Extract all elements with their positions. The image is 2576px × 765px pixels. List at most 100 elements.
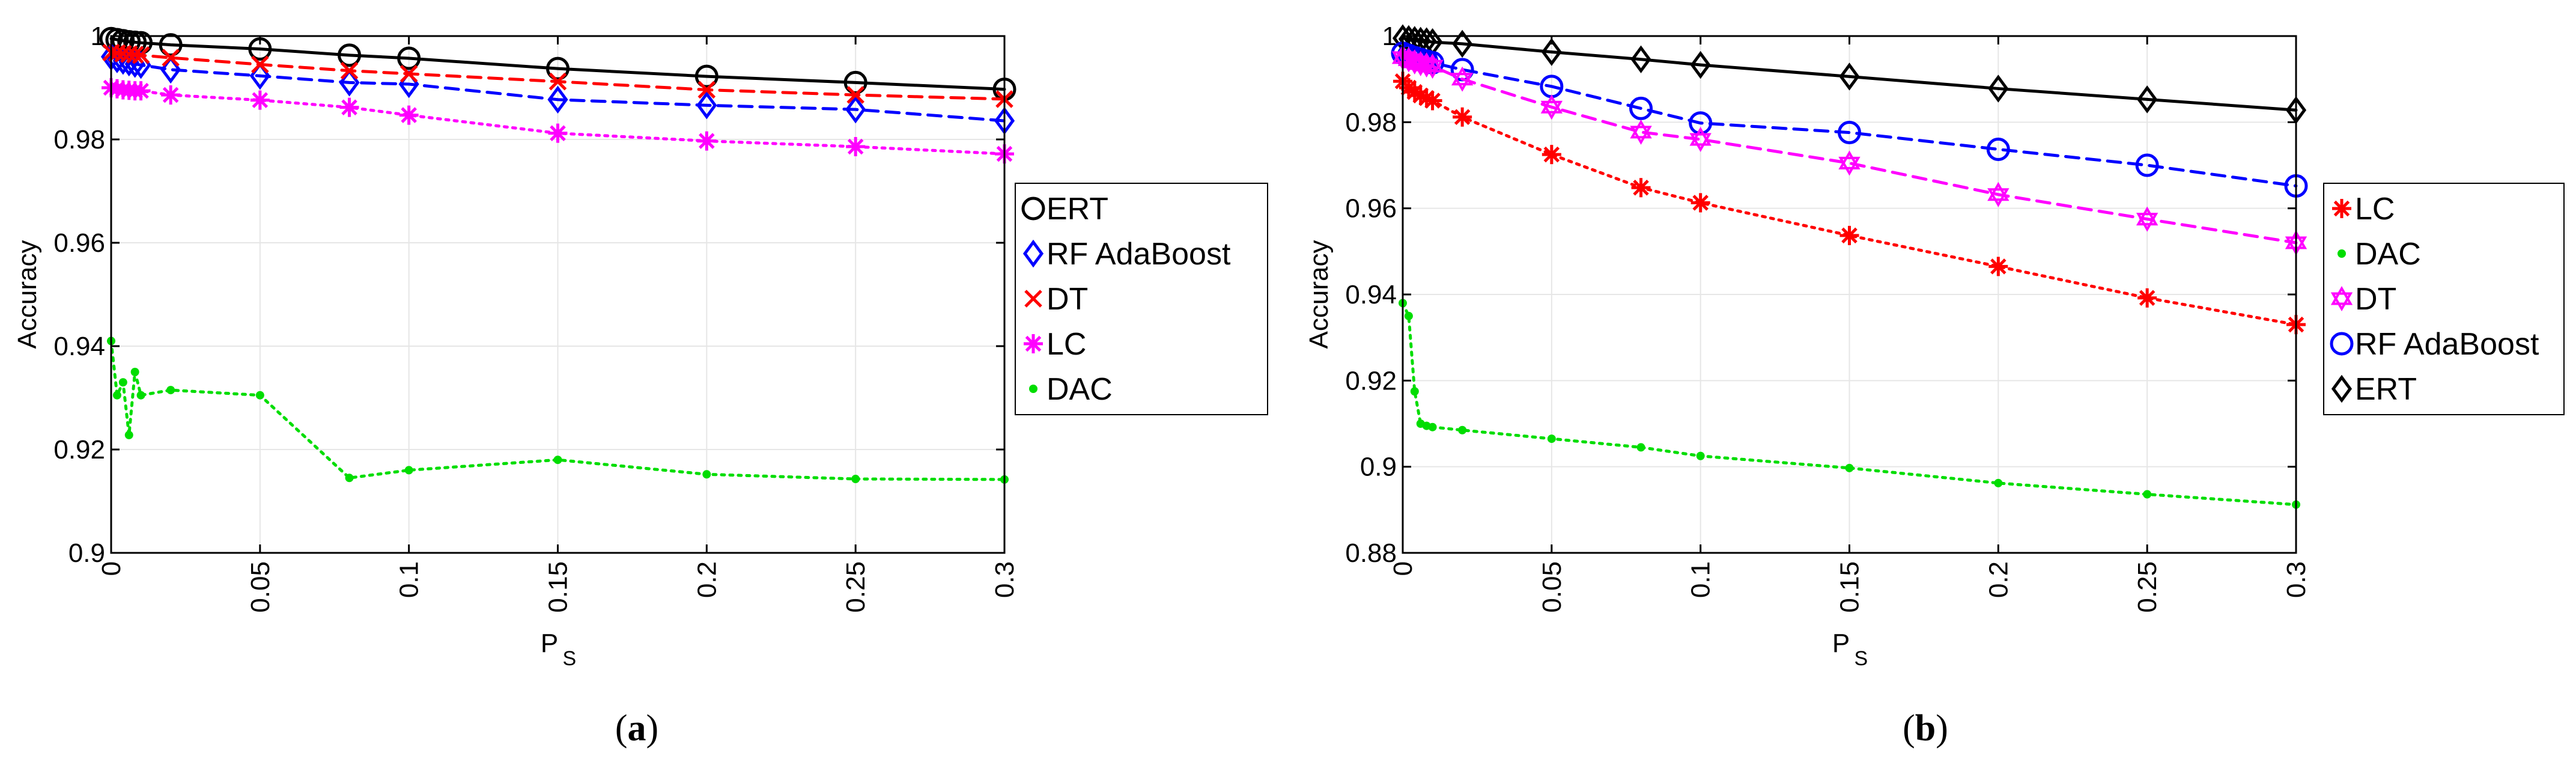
y-tick-label: 1 <box>1382 22 1397 51</box>
data-point <box>553 456 562 465</box>
caption-letter: a <box>628 708 646 749</box>
data-point <box>1452 29 1473 58</box>
data-point <box>1541 38 1562 66</box>
data-point <box>1689 126 1712 153</box>
legend-marker <box>2338 249 2346 258</box>
data-point <box>397 46 421 70</box>
data-point <box>118 378 127 387</box>
data-point <box>399 65 418 83</box>
legend-marker <box>1029 385 1037 393</box>
legend-label: RF AdaBoost <box>1046 237 1231 272</box>
data-point <box>1630 119 1652 145</box>
data-point <box>132 46 150 64</box>
legend-item: RF AdaBoost <box>1022 237 1231 272</box>
legend-label: LC <box>2355 192 2395 227</box>
data-point <box>124 430 133 439</box>
legend-item: RF AdaBoost <box>2330 327 2539 362</box>
data-point <box>1630 45 1651 73</box>
legend-marker <box>2330 332 2354 356</box>
data-point <box>345 474 354 483</box>
y-tick-label: 0.96 <box>53 228 105 258</box>
data-point <box>2135 153 2159 177</box>
star-down-triangle <box>1987 188 2009 207</box>
data-point <box>1404 311 1413 320</box>
data-point <box>1690 193 1710 213</box>
data-point <box>694 64 718 88</box>
series-line <box>1401 301 2298 507</box>
x-tick-label: 0.05 <box>1537 561 1567 613</box>
data-point <box>846 137 866 157</box>
y-tick-label: 0.98 <box>53 125 105 154</box>
y-tick-label: 0.96 <box>1345 194 1397 224</box>
data-point <box>1405 82 1424 102</box>
caption-paren: ) <box>1936 708 1948 749</box>
legend-marker <box>2332 199 2351 218</box>
data-point <box>1987 181 2009 207</box>
subfigure-caption: (a) <box>615 708 658 749</box>
star-up-triangle <box>1838 150 1861 169</box>
data-point <box>1415 52 1438 78</box>
data-point <box>1994 478 2003 487</box>
y-tick-label: 0.94 <box>53 332 105 361</box>
x-axis-label: P <box>1832 629 1850 658</box>
data-point <box>404 466 413 475</box>
star-down-triangle <box>1630 126 1652 145</box>
data-point <box>547 85 568 114</box>
legend-marker <box>1024 334 1043 353</box>
data-point <box>255 391 264 400</box>
star-up-triangle <box>1630 119 1652 139</box>
legend-marker <box>1021 197 1045 221</box>
x-tick-label: 0.2 <box>692 561 721 598</box>
data-point <box>339 69 360 97</box>
y-tick-label: 0.92 <box>1345 366 1397 395</box>
x-axis-label-subscript: S <box>563 647 577 670</box>
caption-paren: ( <box>1903 708 1915 749</box>
star-up-triangle <box>1421 53 1444 73</box>
legend-item: LC <box>1024 327 1086 362</box>
x-tick-label: 0 <box>1388 561 1418 576</box>
y-tick-label: 0.88 <box>1345 538 1397 568</box>
legend-item: LC <box>2332 192 2395 227</box>
legend-item: DAC <box>1029 372 1113 407</box>
data-point <box>1988 257 2008 276</box>
data-point <box>1410 387 1419 396</box>
data-point <box>112 391 121 400</box>
x-tick-label: 0.1 <box>1686 561 1716 598</box>
caption-paren: ( <box>615 708 628 749</box>
data-point <box>1421 53 1444 79</box>
data-point <box>548 72 567 91</box>
star-down-triangle <box>1409 57 1432 76</box>
legend-item: ERT <box>2331 372 2417 407</box>
data-point <box>340 61 359 80</box>
data-point <box>1986 137 2010 161</box>
data-point <box>548 123 568 143</box>
legend-box <box>1015 183 1268 415</box>
legend-label: DT <box>1046 282 1088 317</box>
star-down-triangle <box>1421 59 1444 79</box>
data-point <box>2137 85 2158 114</box>
y-tick-label: 0.92 <box>53 435 105 465</box>
data-point <box>136 391 145 400</box>
caption-paren: ) <box>646 708 659 749</box>
legend-marker <box>1024 290 1042 308</box>
data-point <box>1540 94 1563 120</box>
series-line <box>109 86 1006 156</box>
x-tick-label: 0.15 <box>544 561 573 613</box>
data-point <box>697 131 717 151</box>
x-tick-label: 0.25 <box>841 561 870 613</box>
x-tick-label: 0.2 <box>1984 561 2013 598</box>
x-axis-label: P <box>541 629 558 658</box>
data-point <box>338 43 362 67</box>
star-down-triangle <box>1451 73 1474 92</box>
star-down-triangle <box>2330 292 2353 312</box>
data-point <box>2137 288 2157 308</box>
y-axis-label: Accuracy <box>13 240 42 349</box>
x-tick-label: 0.1 <box>395 561 424 598</box>
data-point <box>1696 451 1705 460</box>
x-tick-label: 0.25 <box>2133 561 2162 613</box>
x-tick-label: 0.05 <box>246 561 275 613</box>
data-point <box>339 97 359 117</box>
data-point <box>161 85 181 105</box>
data-point <box>846 86 864 104</box>
